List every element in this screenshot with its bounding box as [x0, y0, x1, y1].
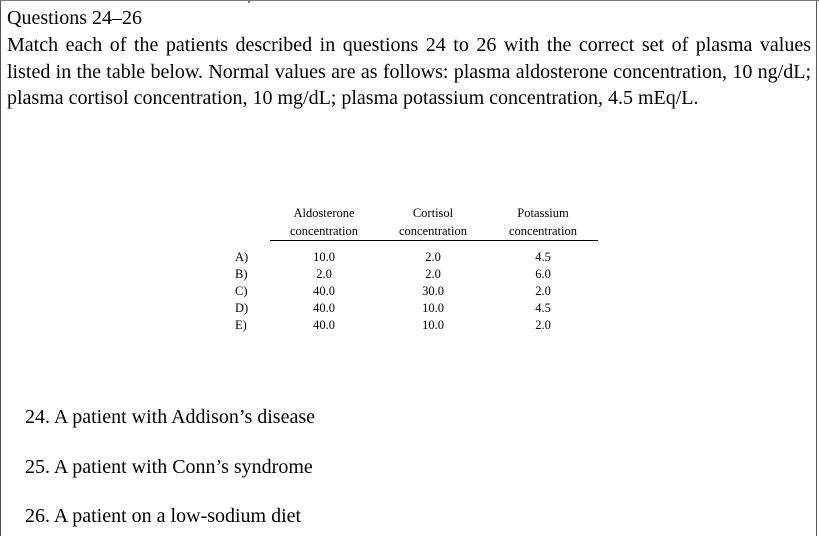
aldosterone-cell: 40.0: [313, 318, 335, 332]
potassium-cell: 2.0: [535, 318, 551, 332]
cortisol-cell: 2.0: [425, 267, 441, 281]
cortisol-cell: 30.0: [422, 284, 444, 298]
column-header-cortisol: Cortisol concentration: [378, 204, 488, 241]
potassium-cell: 6.0: [535, 267, 551, 281]
column-header-line: concentration: [508, 224, 578, 238]
table-row: B) 2.0 2.0 6.0: [230, 266, 598, 283]
column-header-potassium: Potassium concentration: [488, 204, 598, 241]
column-header-line: concentration: [398, 224, 468, 238]
potassium-cell: 4.5: [535, 301, 551, 315]
table-row: C) 40.0 30.0 2.0: [230, 283, 598, 300]
potassium-cell: 4.5: [535, 250, 551, 264]
option-label: C): [235, 284, 248, 298]
cortisol-cell: 10.0: [422, 318, 444, 332]
aldosterone-cell: 10.0: [313, 250, 335, 264]
option-label: E): [235, 318, 247, 332]
column-header-line: concentration: [289, 224, 359, 238]
cut-off-glyph: [248, 0, 250, 3]
table-header-row: Aldosterone concentration Cortisol conce…: [230, 204, 598, 241]
intro-paragraph: Match each of the patients described in …: [7, 34, 811, 109]
column-header-line: Potassium: [517, 206, 569, 220]
table-row: E) 40.0 10.0 2.0: [230, 317, 598, 334]
top-divider: [0, 0, 819, 1]
cortisol-cell: 10.0: [422, 301, 444, 315]
question-26: 26. A patient on a low-sodium diet: [25, 505, 302, 527]
column-header-line: Aldosterone: [293, 206, 355, 220]
aldosterone-cell: 40.0: [313, 301, 335, 315]
column-header-aldosterone: Aldosterone concentration: [270, 204, 378, 241]
aldosterone-cell: 40.0: [313, 284, 335, 298]
question-25: 25. A patient with Conn’s syndrome: [25, 456, 313, 478]
option-column-header: [230, 204, 270, 241]
cortisol-cell: 2.0: [425, 250, 441, 264]
column-header-line: Cortisol: [412, 206, 454, 220]
section-title: Questions 24–26: [7, 7, 142, 29]
table-row: A) 10.0 2.0 4.5: [230, 241, 598, 267]
question-24: 24. A patient with Addison’s disease: [25, 406, 315, 428]
option-label: D): [235, 301, 249, 315]
potassium-cell: 2.0: [535, 284, 551, 298]
table-row: D) 40.0 10.0 4.5: [230, 300, 598, 317]
aldosterone-cell: 2.0: [316, 267, 332, 281]
option-label: B): [235, 267, 248, 281]
option-label: A): [235, 249, 249, 264]
plasma-values-table: Aldosterone concentration Cortisol conce…: [230, 204, 598, 334]
